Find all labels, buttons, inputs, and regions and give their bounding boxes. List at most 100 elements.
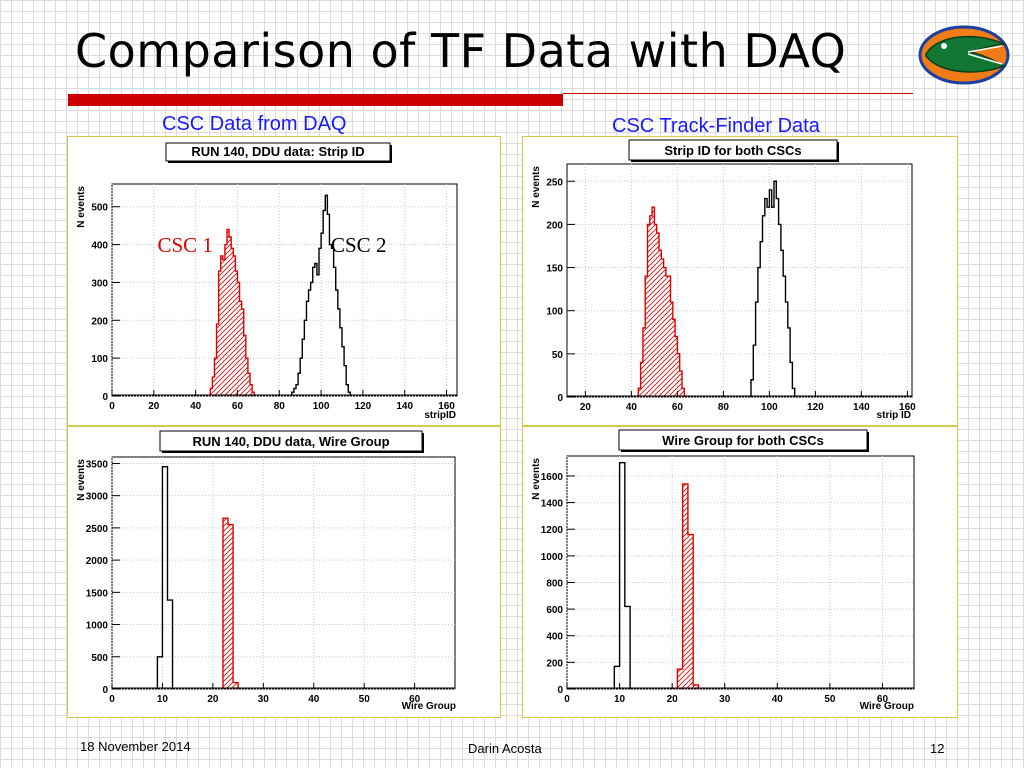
chart-tf-wire-group-svg: 0 10 20 30 40 50 60020040060080010001200140016… (531, 429, 915, 712)
chart-tf-wire-group: 0 10 20 30 40 50 60 0 200 400 600 800 1000 1200 1400 16… (522, 426, 958, 718)
histogram-csc-2 (750, 180, 796, 397)
right-column-heading: CSC Track-Finder Data (612, 115, 820, 137)
page-number: 12 (930, 741, 945, 756)
slide-title: Comparison of TF Data with DAQ (75, 24, 847, 78)
chart-tf-strip-id-svg: 20 40 60 80 100 120 140 160 0 50 100 150 200 250 strip… (531, 139, 916, 421)
x-tick-label: 0 (109, 401, 115, 412)
y-tick-label: 600 (546, 605, 563, 616)
x-axis-label: Wire Group (402, 701, 456, 712)
annotation-csc-2: CSC 2 (331, 233, 386, 257)
annotation-csc-1: CSC 1 (157, 233, 212, 257)
y-axis-label: N events (531, 458, 542, 500)
y-tick-label: 1500 (86, 588, 109, 599)
x-tick-label: 80 (274, 401, 286, 412)
x-tick-label: 20 (580, 402, 592, 413)
y-tick-label: 0 (102, 685, 108, 696)
histogram-csc-1 (222, 517, 239, 689)
x-tick-label: 20 (667, 694, 679, 705)
chart-title-box (159, 430, 423, 452)
y-tick-label: 2000 (86, 556, 109, 567)
y-tick-label: 1400 (541, 499, 564, 510)
x-tick-label: 30 (258, 694, 270, 705)
x-tick-label: 50 (359, 694, 371, 705)
y-tick-label: 0 (557, 393, 563, 404)
chart-title: Wire Group for both CSCs (662, 433, 824, 448)
logo-gator-teeth (967, 45, 1003, 65)
x-tick-label: 60 (409, 694, 421, 705)
title-accent-line (563, 93, 913, 94)
title-accent-bar (68, 94, 563, 106)
y-tick-label: 300 (91, 278, 108, 289)
histogram-csc-1 (209, 228, 255, 396)
y-tick-label: 1600 (541, 472, 564, 483)
y-tick-label: 250 (546, 177, 563, 188)
plot-frame (111, 456, 456, 690)
chart-title-box (628, 139, 838, 161)
chart-title: RUN 140, DDU data, Wire Group (192, 434, 389, 449)
x-tick-label: 0 (564, 694, 570, 705)
chart-title: Strip ID for both CSCs (664, 143, 801, 158)
chart-title: RUN 140, DDU data: Strip ID (191, 144, 364, 159)
chart-tf-strip-id: 20 40 60 80 100 120 140 160 0 50 100 150 200 250 strip… (522, 136, 958, 426)
x-tick-label: 40 (626, 402, 638, 413)
x-tick-label: 0 (109, 694, 115, 705)
y-axis-label: N events (76, 459, 87, 501)
footer-author: Darin Acosta (468, 741, 542, 756)
y-axis-label: N events (531, 166, 542, 208)
chart-title-box (165, 142, 391, 162)
x-tick-label: 140 (396, 401, 413, 412)
histogram-fill-csc-1 (222, 518, 239, 689)
x-tick-label: 20 (207, 694, 219, 705)
x-tick-label: 40 (308, 694, 320, 705)
histogram-csc-1 (676, 483, 700, 689)
x-tick-label: 30 (719, 694, 731, 705)
x-tick-label: 40 (190, 401, 202, 412)
x-tick-label: 20 (148, 401, 160, 412)
x-tick-label: 10 (157, 694, 169, 705)
chart-daq-wire-group: 0 10 20 30 40 50 60 0 500 1000 1500 2000 2500 3000 350… (67, 426, 501, 718)
x-tick-label: 120 (807, 402, 824, 413)
y-tick-label: 500 (91, 203, 108, 214)
left-column-heading: CSC Data from DAQ (162, 113, 347, 135)
y-axis-label: N events (76, 186, 87, 228)
y-tick-label: 50 (552, 350, 564, 361)
y-tick-label: 200 (546, 658, 563, 669)
x-tick-label: 100 (761, 402, 778, 413)
y-tick-label: 3000 (86, 492, 109, 503)
x-tick-label: 160 (899, 402, 916, 413)
x-tick-label: 60 (877, 694, 889, 705)
y-tick-label: 100 (91, 354, 108, 365)
histogram-csc-1 (637, 206, 685, 397)
x-axis-label: strip ID (877, 410, 911, 421)
logo-blue-ring (918, 25, 1010, 85)
y-tick-label: 1000 (86, 621, 109, 632)
y-tick-label: 150 (546, 264, 563, 275)
x-axis-label: stripID (424, 410, 456, 421)
chart-daq-wire-group-svg: 0 10 20 30 40 50 60 0 500 1000 1500 2000 2500 3000 350… (76, 430, 456, 712)
y-tick-label: 1200 (541, 525, 564, 536)
plot-frame (111, 183, 458, 397)
x-tick-label: 50 (824, 694, 836, 705)
y-tick-label: 100 (546, 307, 563, 318)
y-tick-label: 400 (546, 632, 563, 643)
y-tick-label: 200 (546, 220, 563, 231)
y-tick-label: 800 (546, 578, 563, 589)
x-tick-label: 60 (672, 402, 684, 413)
y-tick-label: 400 (91, 241, 108, 252)
y-tick-label: 1000 (541, 552, 564, 563)
y-tick-label: 3500 (86, 459, 109, 470)
x-tick-label: 160 (438, 401, 455, 412)
x-tick-label: 100 (313, 401, 330, 412)
x-tick-label: 60 (232, 401, 244, 412)
chart-title-box (618, 429, 868, 451)
x-tick-label: 10 (614, 694, 626, 705)
histogram-fill-csc-1 (638, 207, 685, 397)
histogram-csc-2 (291, 194, 352, 396)
histogram-csc-2 (156, 465, 174, 689)
y-tick-label: 200 (91, 316, 108, 327)
x-tick-label: 80 (718, 402, 730, 413)
florida-gator-logo (918, 25, 1010, 85)
chart-daq-strip-id-svg: 0 20 40 60 80 100 120 140 160 0 100 200 300 400 500 str… (76, 142, 458, 421)
x-tick-label: 40 (772, 694, 784, 705)
x-tick-label: 140 (853, 402, 870, 413)
